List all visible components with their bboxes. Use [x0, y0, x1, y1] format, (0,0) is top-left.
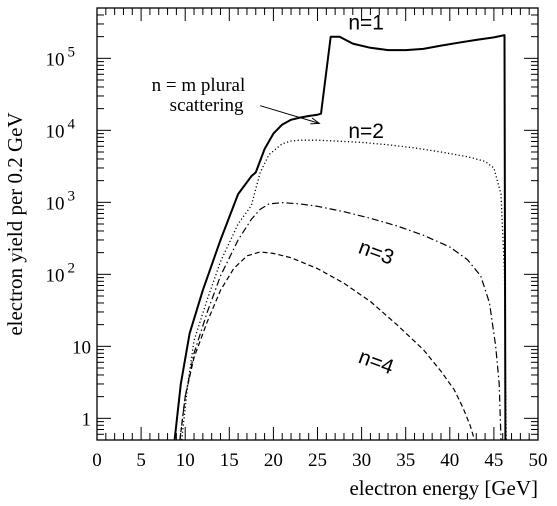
annotation-text-line: n = m plural — [152, 75, 246, 96]
y-tick-label: 1 — [82, 409, 92, 430]
series-label-1: n=1 — [348, 12, 384, 35]
annotation-arrow-head — [310, 117, 321, 125]
y-tick-label: 10 3 — [46, 188, 76, 214]
series-label-2: n=2 — [348, 120, 384, 143]
series-line-3 — [179, 202, 502, 441]
annotation-arrow — [260, 105, 320, 124]
plot-frame — [96, 7, 539, 441]
y-axis-title: electron yield per 0.2 GeV — [3, 112, 27, 335]
x-axis-title: electron energy [GeV] — [349, 476, 538, 500]
series-label-4: n=4 — [355, 345, 397, 379]
series-line-4 — [179, 251, 476, 441]
x-tick-label: 5 — [136, 450, 146, 471]
x-tick-label: 30 — [352, 450, 371, 471]
x-tick-label: 10 — [176, 450, 195, 471]
annotation-text-line: scattering — [170, 95, 244, 116]
y-tick-label: 10 — [72, 337, 91, 358]
series-line-2 — [181, 139, 507, 441]
plot-frame-layer — [96, 7, 539, 441]
x-tick-label: 40 — [440, 450, 459, 471]
series-layer — [173, 34, 507, 441]
series-label-3: n=3 — [355, 236, 396, 270]
x-tick-label: 20 — [264, 450, 283, 471]
x-tick-label: 45 — [484, 450, 503, 471]
x-tick-label: 50 — [529, 450, 548, 471]
x-tick-label: 35 — [396, 450, 415, 471]
y-tick-label: 10 2 — [46, 260, 76, 286]
x-tick-label: 25 — [308, 450, 327, 471]
series-line-1 — [173, 34, 507, 441]
x-tick-label: 15 — [220, 450, 239, 471]
y-tick-label: 10 4 — [46, 116, 76, 142]
y-tick-label: 10 5 — [46, 44, 76, 70]
x-tick-label: 0 — [92, 450, 102, 471]
